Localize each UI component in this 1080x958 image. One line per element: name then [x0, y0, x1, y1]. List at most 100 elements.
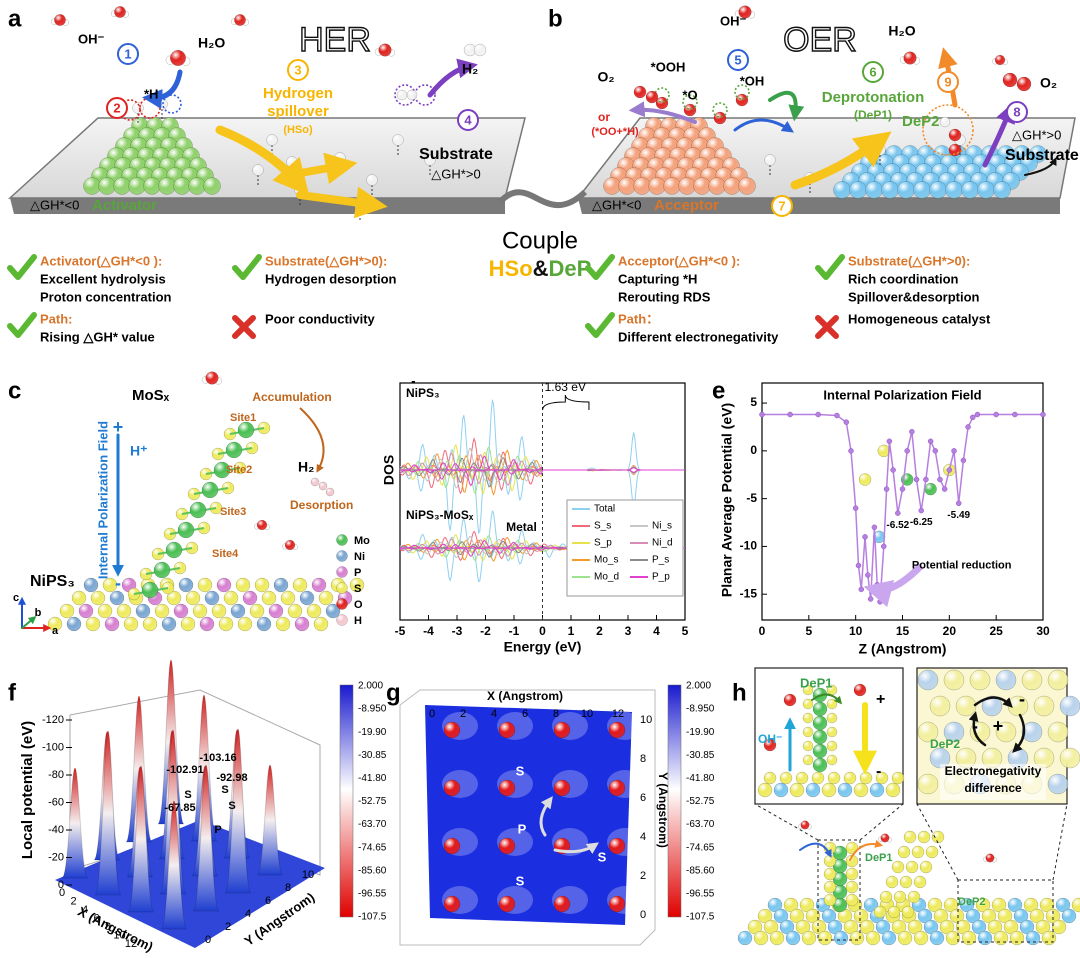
minimum-label: -5.49 — [947, 510, 970, 521]
atom — [1061, 908, 1077, 924]
check-line: Spillover&desorption — [848, 289, 980, 304]
atom — [849, 181, 867, 199]
potential-point — [913, 476, 920, 483]
atom — [805, 908, 821, 924]
x-tick-label: -3 — [452, 624, 463, 638]
label: (HSo) — [283, 124, 313, 136]
label: H⁺ — [130, 443, 148, 459]
label: H₂ — [462, 61, 478, 77]
atom — [873, 905, 887, 919]
x-tick-label: 0 — [429, 708, 435, 720]
label: or — [598, 110, 610, 124]
atom — [977, 930, 993, 946]
atom — [498, 837, 516, 855]
peak-label: S — [221, 784, 228, 796]
atom — [708, 177, 726, 195]
atom — [294, 616, 310, 632]
atom — [1071, 897, 1080, 913]
atom — [113, 177, 131, 195]
atom — [802, 740, 814, 752]
atom — [713, 111, 727, 125]
potential-point — [871, 524, 878, 531]
atom — [907, 919, 923, 935]
atom — [987, 919, 1003, 935]
atom — [948, 128, 962, 142]
y-tick-label: -15 — [740, 586, 758, 600]
atom — [961, 181, 979, 199]
atom — [897, 930, 913, 946]
step-badge — [1006, 101, 1028, 123]
step-badge — [937, 71, 959, 93]
atom — [977, 181, 995, 199]
site-label: Site2 — [226, 464, 252, 476]
potential-point — [970, 414, 976, 421]
check-line: Proton concentration — [40, 289, 172, 304]
atom — [885, 875, 899, 889]
legend-label: P_p — [652, 572, 670, 583]
check-line: Rerouting RDS — [618, 289, 711, 304]
minimum-label: -6.25 — [910, 517, 933, 528]
colorbar-label: -41.80 — [686, 773, 715, 784]
arrow — [539, 796, 553, 837]
colorbar-label: -41.80 — [358, 773, 387, 784]
x-tick-label: 1 — [568, 624, 575, 638]
label: NiPS₃ — [30, 573, 75, 590]
atom — [779, 771, 793, 785]
atom — [158, 177, 176, 195]
atom — [603, 177, 621, 195]
atom — [678, 177, 696, 195]
atom — [959, 897, 975, 913]
potential-point — [946, 467, 953, 473]
potential-point — [759, 411, 765, 418]
atom — [275, 616, 291, 632]
label: *O — [682, 87, 697, 102]
atom — [802, 726, 814, 738]
atom — [633, 85, 647, 99]
atom — [827, 919, 843, 935]
potential-point — [877, 599, 883, 605]
colorbar-label: -63.70 — [686, 819, 715, 830]
atom — [779, 919, 795, 935]
atom — [993, 930, 1009, 946]
panel-letter: e — [712, 377, 725, 404]
label: + — [876, 691, 885, 708]
x-tick-label: 0 — [759, 624, 766, 638]
highlight-ring — [414, 84, 436, 106]
check-line: Different electronegativity — [618, 329, 779, 344]
atom — [811, 771, 825, 785]
atom — [925, 845, 939, 859]
legend-label: H — [354, 615, 362, 627]
y-tick-label: 5 — [750, 395, 757, 409]
atom — [161, 616, 177, 632]
atom — [663, 177, 681, 195]
atom — [939, 919, 955, 935]
legend-label: Mo_d — [594, 572, 619, 583]
label: Metal — [506, 520, 537, 534]
atom — [268, 603, 284, 619]
atom — [757, 782, 773, 798]
atom — [995, 721, 1017, 743]
x-axis-label: Energy (eV) — [504, 639, 582, 655]
x-tick-label: -1 — [509, 624, 520, 638]
atom — [826, 740, 838, 752]
surface-base — [55, 820, 325, 948]
atom — [102, 577, 118, 593]
legend-label: P — [354, 567, 361, 579]
atom — [366, 174, 378, 186]
atom — [821, 782, 837, 798]
label: Substrate — [419, 146, 493, 163]
x-tick-label: 8 — [105, 921, 111, 933]
legend-label: Ni_d — [652, 538, 673, 549]
atom — [498, 721, 516, 739]
atom — [943, 669, 965, 691]
potential-point — [855, 562, 862, 569]
atom — [256, 616, 272, 632]
colorbar-label: -63.70 — [358, 819, 387, 830]
step-number: 6 — [869, 64, 876, 79]
potential-point — [852, 505, 859, 511]
cross-icon — [815, 315, 839, 339]
potential-point — [951, 448, 957, 454]
atom — [927, 897, 943, 913]
atom — [173, 603, 189, 619]
check-line: Capturing *H — [618, 271, 697, 286]
